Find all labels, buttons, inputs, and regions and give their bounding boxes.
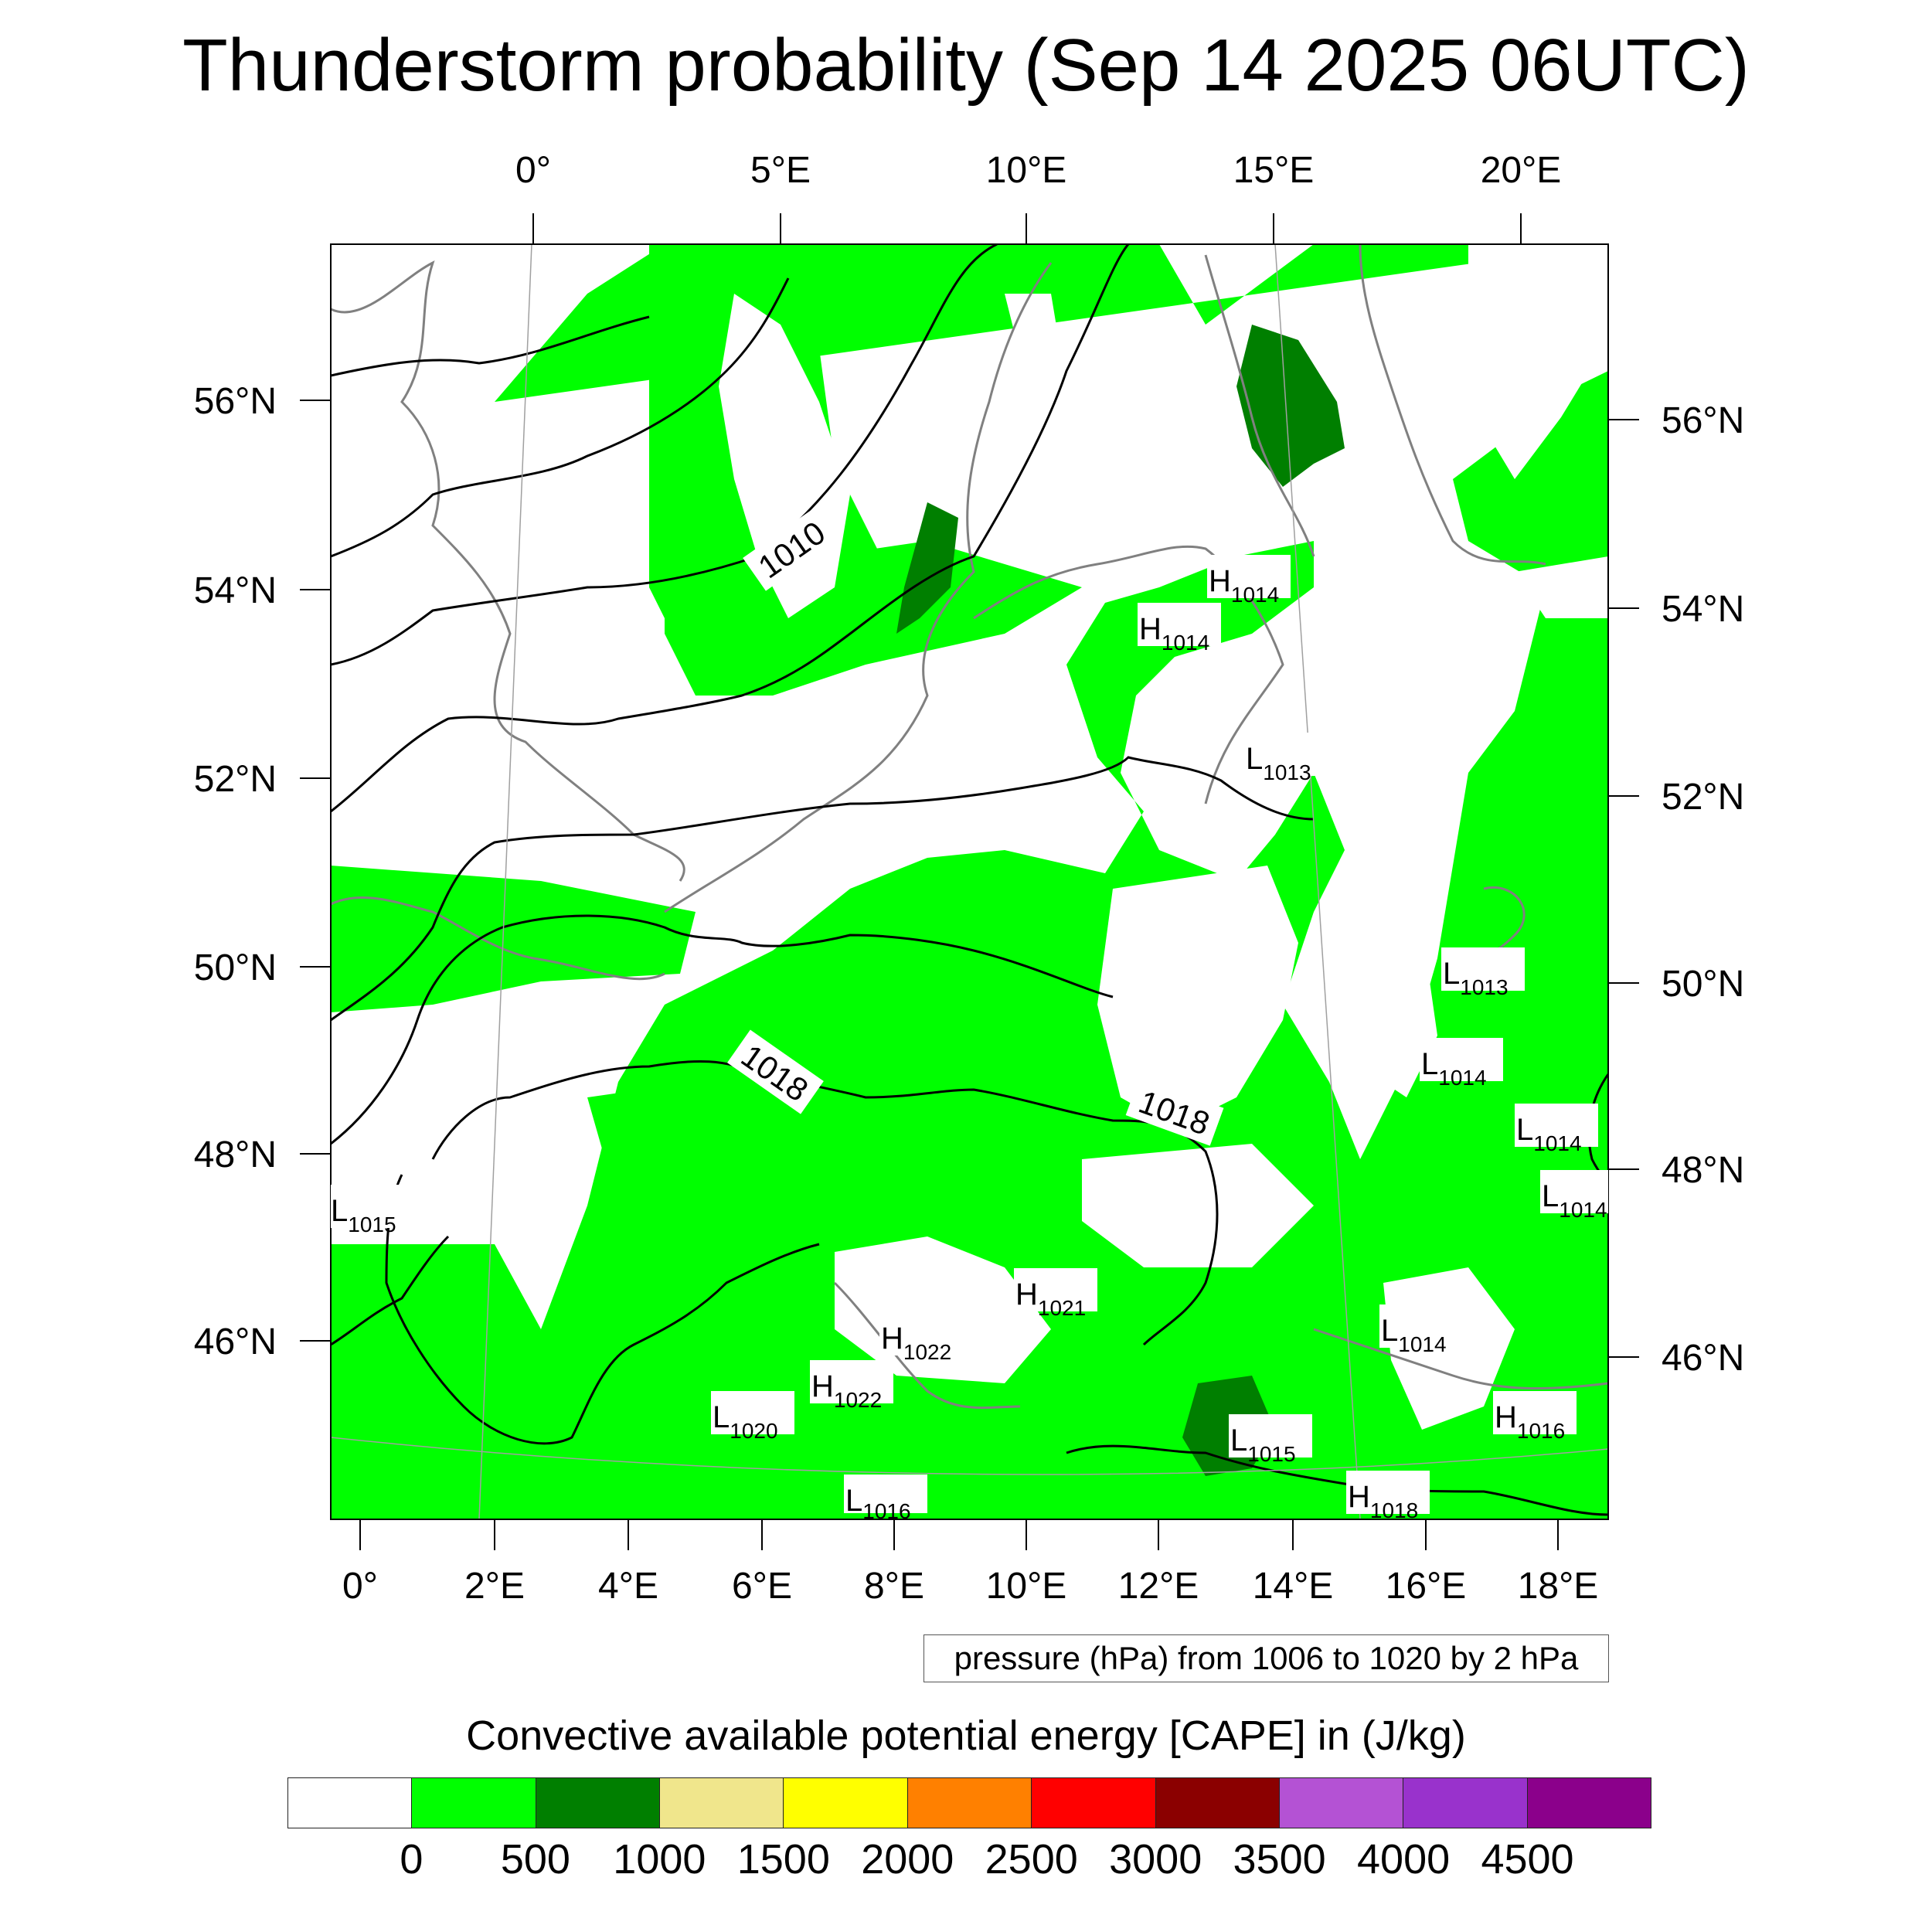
high-pressure-label: H1014 (1139, 612, 1209, 655)
lon-label-bottom: 2°E (464, 1566, 525, 1607)
lon-label-bottom: 10°E (986, 1566, 1067, 1607)
high-pressure-label: H1021 (1015, 1277, 1086, 1320)
lon-label-top: 0° (515, 150, 551, 191)
legend-tick: 3500 (1233, 1836, 1326, 1883)
lat-label-right: 48°N (1662, 1150, 1744, 1191)
lon-label-bottom: 4°E (598, 1566, 658, 1607)
cape-none-areas (719, 244, 1608, 1430)
legend-swatch (1155, 1778, 1280, 1828)
lat-label-right: 46°N (1662, 1338, 1744, 1379)
legend-swatch (1527, 1778, 1651, 1828)
lat-label-left: 56°N (194, 381, 277, 422)
map-frame (330, 243, 1609, 1520)
low-pressure-label: L1015 (331, 1194, 396, 1236)
lon-label-top: 5°E (750, 150, 811, 191)
low-pressure-label: L1013 (1443, 957, 1509, 999)
legend-tick: 3000 (1109, 1836, 1202, 1883)
legend-swatch (1403, 1778, 1528, 1828)
color-scale-bar (287, 1777, 1651, 1828)
lon-label-top: 10°E (986, 150, 1067, 191)
legend-tick: 2000 (861, 1836, 954, 1883)
graticule (331, 244, 1608, 1519)
lat-label-right: 54°N (1662, 589, 1744, 630)
left-latitude-labels: 56°N 54°N 52°N 50°N 48°N 46°N (194, 381, 277, 1362)
low-pressure-label: L1016 (845, 1484, 911, 1523)
legend-swatch (784, 1778, 908, 1828)
legend-swatch (660, 1778, 784, 1828)
pressure-centers: H1014 H1014 L1013 L1013 L1014 L1014 L101… (331, 555, 1608, 1523)
low-pressure-label: L1014 (1421, 1047, 1487, 1090)
legend-tick: 0 (400, 1836, 423, 1883)
legend-tick-labels: 0 500 1000 1500 2000 2500 3000 3500 4000… (0, 1835, 1932, 1889)
lat-label-right: 56°N (1662, 400, 1744, 441)
low-pressure-label: L1013 (1246, 742, 1311, 784)
legend-swatch (907, 1778, 1032, 1828)
legend-swatch (288, 1778, 413, 1828)
low-pressure-label: L1014 (1516, 1113, 1582, 1155)
legend-tick: 1500 (736, 1836, 830, 1883)
lat-label-left: 54°N (194, 570, 277, 611)
lon-label-bottom: 14°E (1253, 1566, 1334, 1607)
low-pressure-label: L1014 (1381, 1314, 1447, 1356)
legend-tick: 500 (500, 1836, 570, 1883)
low-pressure-label: L1015 (1230, 1423, 1296, 1466)
legend-swatch (536, 1778, 661, 1828)
coastlines (331, 244, 1608, 1410)
lat-label-left: 48°N (194, 1134, 277, 1175)
legend-tick: 1000 (613, 1836, 706, 1883)
chart-title: Thunderstorm probability (Sep 14 2025 06… (182, 24, 1750, 107)
pressure-note: pressure (hPa) from 1006 to 1020 by 2 hP… (923, 1634, 1609, 1682)
legend-swatch (1032, 1778, 1156, 1828)
legend-title: Convective available potential energy [C… (466, 1713, 1466, 1759)
legend-swatch (1279, 1778, 1404, 1828)
lat-label-left: 50°N (194, 947, 277, 988)
isobars (331, 244, 1608, 1516)
lat-label-left: 46°N (194, 1321, 277, 1362)
lon-label-bottom: 0° (342, 1566, 378, 1607)
lon-label-bottom: 16°E (1386, 1566, 1467, 1607)
legend-swatch (412, 1778, 536, 1828)
legend-tick: 4000 (1357, 1836, 1451, 1883)
lat-label-right: 50°N (1662, 964, 1744, 1005)
legend-tick: 2500 (985, 1836, 1078, 1883)
lon-label-bottom: 18°E (1518, 1566, 1599, 1607)
high-pressure-label: H1022 (811, 1369, 882, 1412)
lon-label-top: 20°E (1481, 150, 1562, 191)
lat-label-right: 52°N (1662, 777, 1744, 818)
lon-label-bottom: 8°E (864, 1566, 924, 1607)
lon-label-top: 15°E (1233, 150, 1315, 191)
lon-label-bottom: 6°E (732, 1566, 792, 1607)
high-pressure-label: H1022 (881, 1321, 951, 1364)
bottom-longitude-labels: 0° 2°E 4°E 6°E 8°E 10°E 12°E 14°E 16°E 1… (342, 1566, 1598, 1607)
tick-marks (300, 213, 1639, 1550)
top-longitude-labels: 0° 5°E 10°E 15°E 20°E (515, 150, 1561, 191)
low-pressure-label: L1020 (713, 1400, 778, 1443)
legend-tick: 4500 (1481, 1836, 1574, 1883)
right-latitude-labels: 56°N 54°N 52°N 50°N 48°N 46°N (1662, 400, 1744, 1379)
low-pressure-label: L1014 (1542, 1179, 1607, 1222)
high-pressure-label: H1016 (1495, 1400, 1565, 1443)
lat-label-left: 52°N (194, 759, 277, 800)
lon-label-bottom: 12°E (1118, 1566, 1199, 1607)
high-pressure-label: H1014 (1209, 564, 1279, 607)
high-pressure-label: H1018 (1348, 1480, 1418, 1522)
